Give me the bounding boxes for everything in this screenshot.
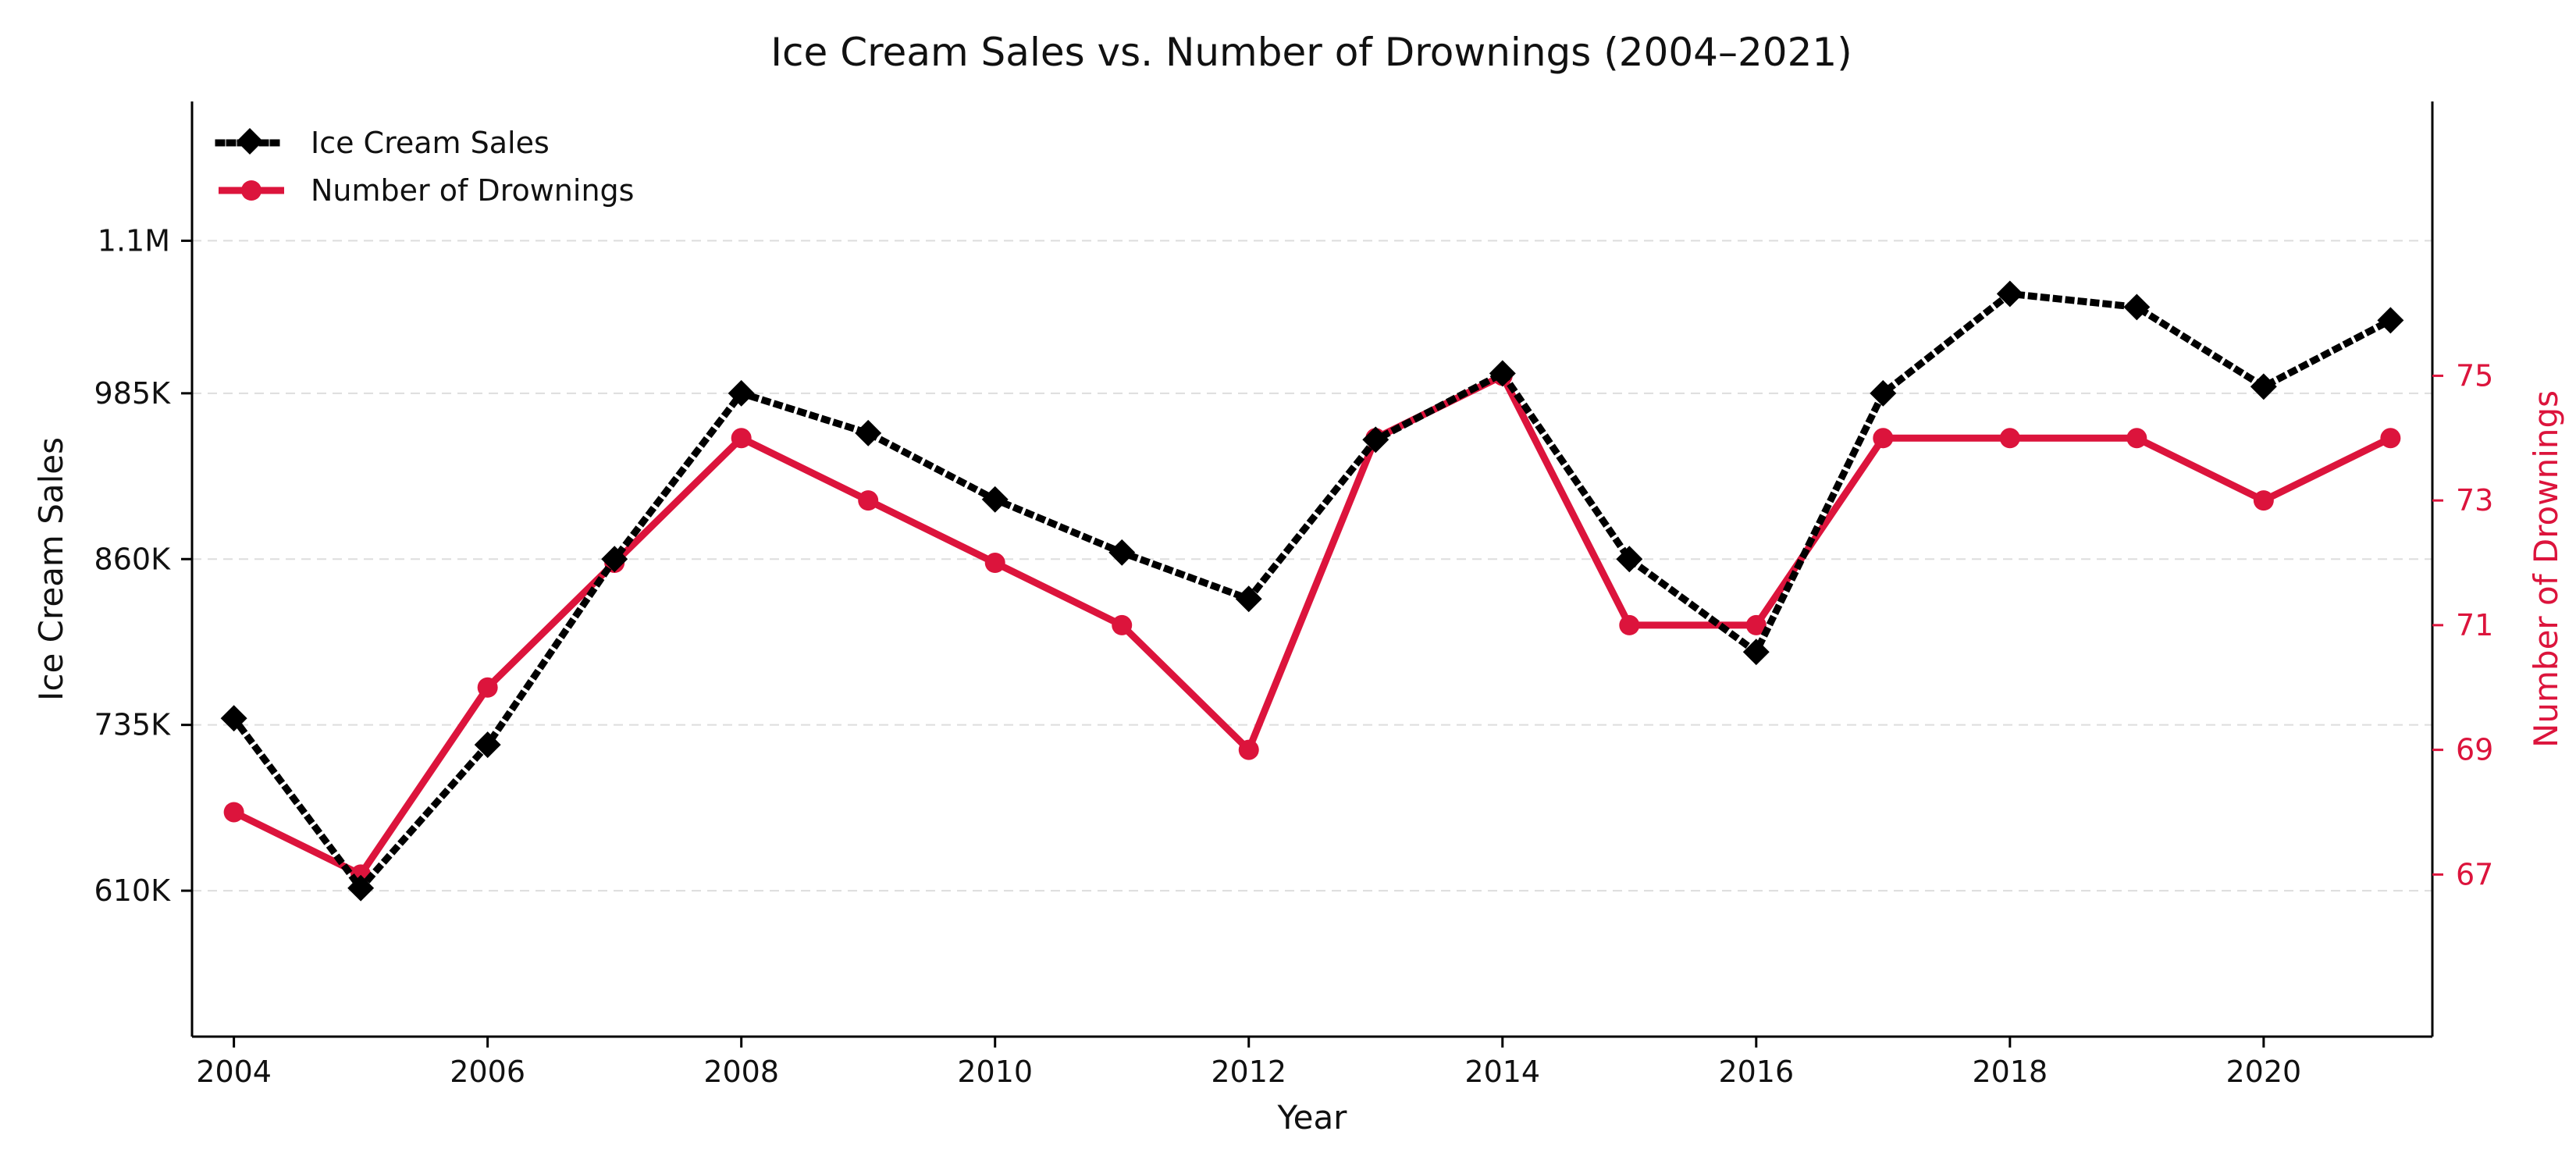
series-line-number-of-drownings [232,372,2393,878]
data-point [601,546,628,573]
data-point [728,379,755,407]
y2-tick-label: 71 [2456,608,2493,642]
data-point [858,490,879,511]
data-point [1108,539,1136,566]
y2-tick-label: 75 [2456,358,2493,393]
data-point [2123,294,2151,321]
data-point [984,553,1005,574]
data-point [1112,614,1133,635]
data-point [1870,379,1897,407]
x-tick-label: 2012 [1211,1055,1286,1089]
x-tick-label: 2006 [450,1055,525,1089]
legend-label-number-of-drownings: Number of Drownings [311,173,634,208]
data-point [220,705,247,732]
series-line-ice-cream-sales [229,290,2396,892]
y-tick-label: 1.1M [98,223,170,258]
data-point [477,677,498,698]
series-layer [220,280,2404,902]
x-tick-label: 2020 [2226,1055,2301,1089]
y-tick-label: 860K [94,542,172,576]
y2-tick-label: 73 [2456,483,2493,518]
data-point [1619,614,1640,635]
data-point [731,428,752,449]
data-point [1489,360,1516,387]
x-tick-label: 2004 [196,1055,272,1089]
data-point [223,802,244,823]
legend-marker-ice-cream-sales [237,128,263,155]
data-point [1238,739,1259,760]
axes [190,101,2434,1038]
data-point [474,731,501,759]
y-ticks-right: 67 69 71 73 75 [2432,358,2493,891]
grid-lines [192,240,2432,892]
y-axis-title-right: Number of Drownings [2527,390,2565,748]
y2-tick-label: 69 [2456,733,2493,767]
y2-tick-label: 67 [2456,857,2493,891]
series-ice-cream-sales [220,280,2404,902]
data-point [347,874,375,902]
y-tick-label: 610K [94,873,172,908]
x-tick-label: 2014 [1464,1055,1540,1089]
data-point [2126,428,2147,449]
data-point [1235,585,1262,613]
series-number-of-drownings [223,365,2401,885]
data-point [855,419,882,446]
data-point [981,486,1009,513]
y-tick-label: 735K [94,708,172,742]
legend: Ice Cream Sales Number of Drownings [215,126,634,208]
data-point [2253,490,2274,511]
legend-label-ice-cream-sales: Ice Cream Sales [311,126,550,160]
x-tick-label: 2008 [703,1055,779,1089]
data-point [1745,614,1767,635]
y-axis-title-left: Ice Cream Sales [32,437,70,701]
x-tick-label: 2010 [957,1055,1033,1089]
x-tick-label: 2016 [1718,1055,1794,1089]
legend-marker-number-of-drownings [241,180,262,201]
data-point [1999,428,2020,449]
data-point [2377,307,2404,334]
y-tick-label: 985K [94,376,172,411]
y-ticks-left: 610K 735K 860K 985K 1.1M [94,223,192,908]
x-axis-title: Year [1277,1098,1348,1137]
data-point [2380,428,2401,449]
chart-title: Ice Cream Sales vs. Number of Drownings … [770,30,1852,75]
data-point [1873,428,1894,449]
x-ticks: 2004 2006 2008 2010 2012 2014 2016 2018 2020 [196,1037,2301,1089]
x-tick-label: 2018 [1972,1055,2048,1089]
